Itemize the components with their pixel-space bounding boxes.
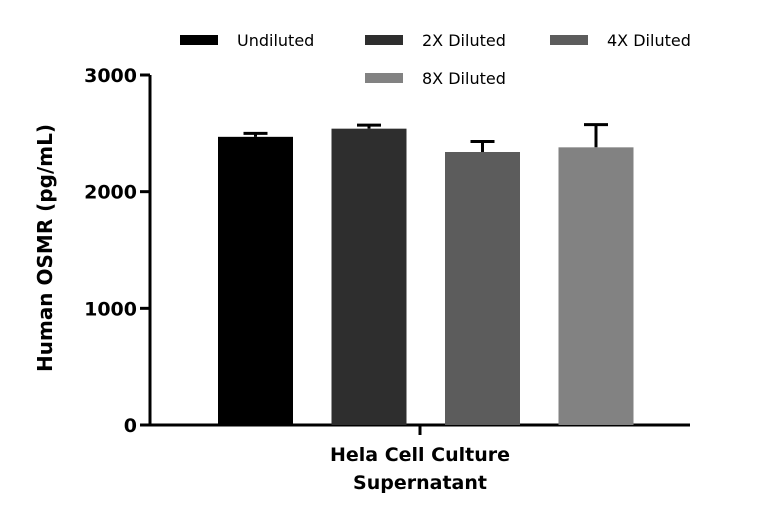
y-tick-label: 2000 <box>84 182 137 204</box>
y-tick-label: 3000 <box>84 65 137 87</box>
x-axis <box>150 423 690 435</box>
bar <box>558 147 634 426</box>
y-tick-label: 1000 <box>84 298 137 320</box>
legend-label: 8X Diluted <box>422 69 506 88</box>
legend-label: Undiluted <box>237 31 314 50</box>
y-axis: 0 1000 2000 3000 <box>84 65 152 437</box>
y-tick-label: 0 <box>124 415 137 437</box>
legend-label: 2X Diluted <box>422 31 506 50</box>
legend-item: 4X Diluted <box>550 31 691 50</box>
legend-swatch <box>550 35 588 45</box>
bars <box>218 123 634 426</box>
legend-swatch <box>365 35 403 45</box>
legend-item: 8X Diluted <box>365 69 506 88</box>
legend-item: Undiluted <box>180 31 314 50</box>
bar <box>218 136 293 426</box>
legend-item: 2X Diluted <box>365 31 506 50</box>
x-category-label-line: Hela Cell Culture <box>330 444 510 466</box>
legend-swatch <box>365 73 403 83</box>
x-category-label-line: Supernatant <box>353 472 487 494</box>
y-axis-label: Human OSMR (pg/mL) <box>33 124 57 372</box>
bar <box>331 128 407 425</box>
x-category-label: Hela Cell Culture Supernatant <box>330 444 510 494</box>
bar <box>445 152 520 425</box>
legend-swatch <box>180 35 218 45</box>
legend: Undiluted 2X Diluted 4X Diluted 8X Diluted <box>180 31 691 88</box>
legend-label: 4X Diluted <box>607 31 691 50</box>
